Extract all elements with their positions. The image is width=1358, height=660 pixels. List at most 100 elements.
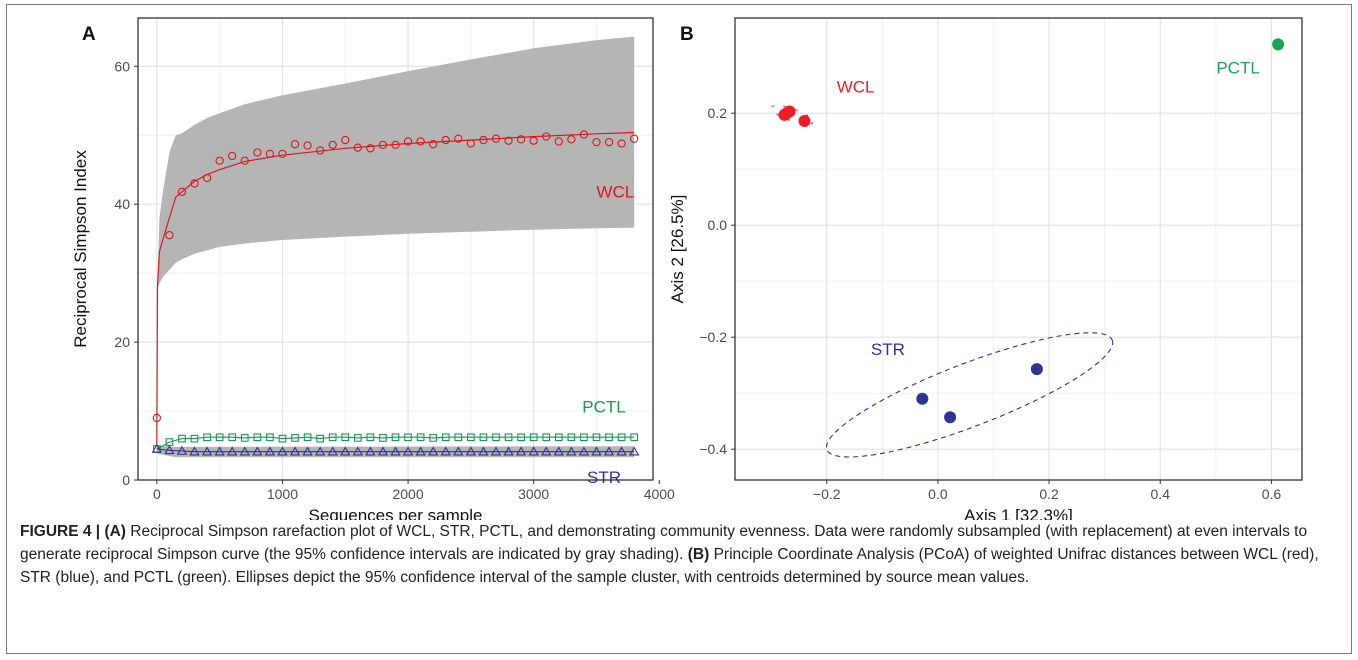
rarefaction-y-axis-title: Reciprocal Simpson Index	[71, 150, 90, 348]
caption-figure-label: FIGURE 4 |	[20, 523, 101, 540]
str-label: STR	[587, 468, 621, 487]
wcl-point	[177, 187, 187, 196]
str-confidence-ellipse	[825, 332, 1114, 458]
pctl-label: PCTL	[1216, 58, 1259, 77]
wcl-point	[491, 134, 501, 143]
pctl-point	[278, 434, 287, 443]
wcl-point	[617, 139, 626, 148]
wcl-point	[315, 146, 325, 155]
pctl-point	[441, 433, 450, 442]
str-point	[503, 446, 514, 456]
pctl-point	[416, 433, 425, 442]
rarefaction-plot-border	[137, 17, 654, 481]
wcl-point	[165, 231, 174, 240]
wcl-label: WCL	[837, 77, 875, 96]
pctl-point	[542, 433, 551, 442]
pctl-point	[567, 433, 576, 442]
caption-b-label: (B)	[687, 546, 710, 563]
pctl-point	[303, 433, 312, 442]
wcl-point	[567, 135, 576, 144]
rarefaction-x-tick-label: 3000	[518, 486, 549, 502]
wcl-point	[529, 136, 538, 145]
wcl-point	[441, 135, 450, 145]
wcl-point	[152, 413, 161, 423]
wcl-point	[366, 144, 375, 153]
wcl-point	[265, 149, 275, 158]
pctl-point	[454, 433, 463, 442]
str-point	[164, 445, 175, 455]
pctl-point	[178, 434, 186, 443]
rarefaction-x-tick-label: 0	[153, 486, 161, 502]
wcl-point	[604, 137, 614, 147]
str-point	[616, 446, 627, 456]
str-point	[302, 446, 313, 456]
pctl-point	[353, 434, 362, 442]
wcl-confidence-ellipse	[770, 104, 814, 125]
str-point	[515, 446, 527, 456]
str-point	[603, 446, 615, 456]
pcoa-x-tick-label: −0.2	[813, 486, 841, 502]
str-point	[566, 446, 577, 456]
str-point	[365, 446, 376, 456]
wcl-point	[240, 156, 249, 165]
pctl-point	[366, 433, 375, 442]
str-point	[340, 446, 351, 456]
str-point	[264, 446, 276, 456]
str-point	[239, 446, 250, 456]
str-point	[252, 446, 263, 456]
wcl-point	[429, 140, 438, 149]
pctl-point	[479, 433, 488, 442]
wcl-point	[579, 130, 589, 139]
str-point	[1030, 363, 1043, 376]
pctl-point	[592, 433, 601, 442]
wcl-point	[542, 132, 551, 141]
str-point	[944, 411, 957, 424]
str-point	[629, 446, 640, 456]
wcl-point	[328, 140, 337, 150]
pctl-point	[467, 433, 475, 442]
pctl-point	[291, 434, 299, 442]
str-point	[352, 446, 363, 456]
rarefaction-y-tick-label: 20	[114, 334, 130, 350]
rarefaction-y-tick-label: 40	[114, 196, 130, 212]
wcl-point	[341, 135, 350, 145]
pctl-point	[379, 434, 387, 442]
str-label: STR	[871, 340, 905, 359]
str-point	[578, 446, 590, 456]
pctl-point	[228, 433, 237, 442]
wcl-point	[253, 148, 262, 157]
str-point	[327, 446, 338, 456]
str-point	[490, 446, 502, 456]
figure-frame	[6, 4, 1352, 654]
pcoa-x-axis-title: Axis 1 [32.3%]	[964, 506, 1073, 520]
str-point	[377, 446, 389, 456]
figure-caption: FIGURE 4 | (A) Reciprocal Simpson rarefa…	[20, 520, 1340, 589]
pctl-point	[253, 433, 262, 442]
pcoa-plot-border	[734, 17, 1303, 481]
wcl-point	[353, 143, 362, 152]
str-point	[428, 446, 439, 456]
rarefaction-y-tick-label: 0	[122, 472, 130, 488]
pctl-point	[203, 433, 211, 442]
panel-a-rarefaction-plot: WCL PCTL STR 0 1000 2000 3000 4000 0 20 40 60 Sequen…	[71, 17, 675, 520]
wcl-point	[630, 134, 639, 143]
str-point	[390, 446, 401, 456]
pctl-point	[554, 433, 563, 442]
str-point	[289, 446, 301, 456]
wcl-point	[303, 141, 312, 150]
pctl-point	[605, 433, 613, 442]
panel-b-pcoa-plot: WCL STR PCTL −0.2 0.0 0.2 0.4 0.6 −0.4 −0.2 0.0 0.2…	[668, 17, 1303, 520]
wcl-point	[592, 137, 601, 147]
pctl-point	[404, 433, 412, 442]
wcl-point	[466, 139, 476, 148]
panel-b-letter: B	[680, 24, 694, 45]
pcoa-plot-background	[735, 18, 1302, 480]
wcl-point	[228, 151, 237, 161]
pctl-point	[617, 433, 626, 442]
wcl-point	[454, 134, 463, 143]
pcoa-y-tick-label: 0.2	[708, 105, 728, 121]
rarefaction-x-tick-label: 1000	[267, 486, 298, 502]
str-point	[478, 446, 489, 456]
wcl-point	[190, 179, 199, 188]
wcl-point	[215, 156, 224, 165]
